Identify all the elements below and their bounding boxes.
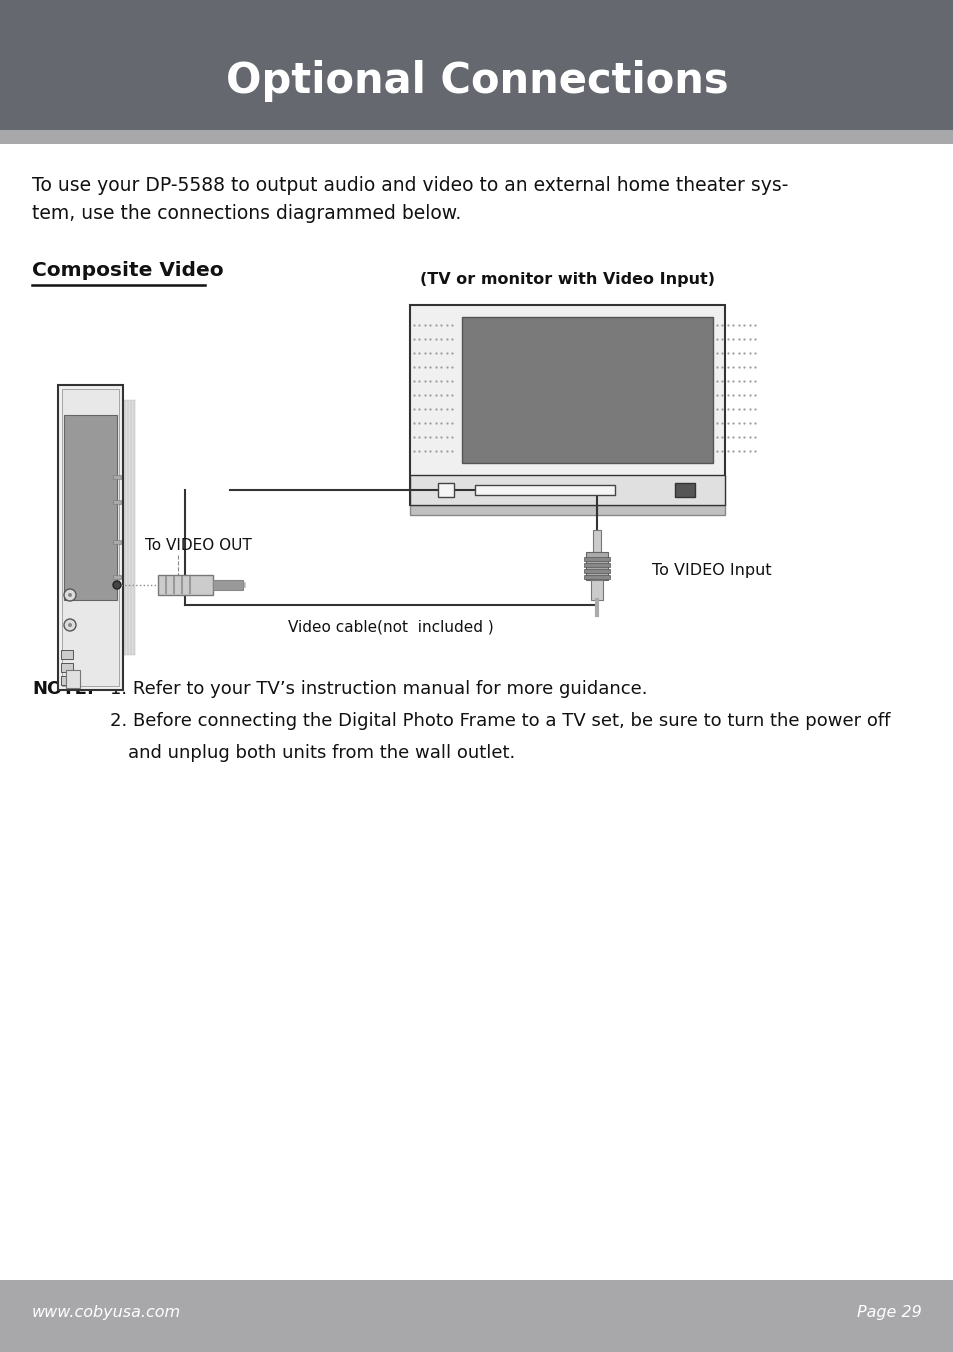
- Bar: [124, 400, 126, 654]
- Text: To VIDEO Input: To VIDEO Input: [651, 562, 771, 577]
- Bar: [61, 650, 73, 658]
- Bar: [61, 676, 73, 685]
- Bar: [121, 400, 123, 654]
- Text: To use your DP-5588 to output audio and video to an external home theater sys-: To use your DP-5588 to output audio and …: [32, 176, 787, 195]
- Bar: [0, 0, 953, 130]
- Bar: [62, 389, 119, 685]
- Bar: [475, 485, 615, 495]
- Bar: [112, 475, 121, 479]
- Bar: [410, 506, 724, 515]
- Bar: [158, 575, 213, 595]
- Text: Page 29: Page 29: [857, 1305, 921, 1320]
- Bar: [590, 580, 602, 600]
- Text: To VIDEO OUT: To VIDEO OUT: [145, 538, 251, 553]
- Bar: [127, 400, 129, 654]
- Bar: [61, 662, 73, 672]
- Bar: [0, 1280, 953, 1352]
- Bar: [66, 671, 80, 688]
- Bar: [130, 400, 132, 654]
- Bar: [118, 400, 120, 654]
- Circle shape: [68, 594, 71, 598]
- Bar: [583, 562, 609, 566]
- Bar: [593, 530, 600, 552]
- Text: Video cable(not  included ): Video cable(not included ): [288, 621, 494, 635]
- Bar: [583, 575, 609, 579]
- Bar: [213, 580, 243, 589]
- Text: 2. Before connecting the Digital Photo Frame to a TV set, be sure to turn the po: 2. Before connecting the Digital Photo F…: [110, 713, 889, 730]
- Circle shape: [68, 623, 71, 627]
- Bar: [461, 316, 712, 462]
- Circle shape: [64, 589, 76, 602]
- Text: www.cobyusa.com: www.cobyusa.com: [32, 1305, 181, 1320]
- Text: Composite Video: Composite Video: [32, 261, 223, 280]
- Bar: [437, 483, 454, 498]
- Bar: [675, 483, 695, 498]
- Bar: [583, 569, 609, 573]
- Text: 1. Refer to your TV’s instruction manual for more guidance.: 1. Refer to your TV’s instruction manual…: [110, 680, 647, 698]
- Text: NOTE:: NOTE:: [32, 680, 94, 698]
- Bar: [64, 415, 117, 600]
- Text: Optional Connections: Optional Connections: [226, 59, 727, 101]
- Text: tem, use the connections diagrammed below.: tem, use the connections diagrammed belo…: [32, 204, 460, 223]
- Bar: [112, 500, 121, 504]
- Bar: [112, 575, 121, 579]
- Bar: [585, 552, 607, 580]
- Bar: [112, 539, 121, 544]
- Bar: [58, 385, 123, 690]
- Circle shape: [112, 581, 121, 589]
- Bar: [410, 475, 724, 506]
- Bar: [410, 306, 724, 506]
- Bar: [583, 557, 609, 561]
- Circle shape: [64, 619, 76, 631]
- Bar: [0, 130, 953, 145]
- Text: and unplug both units from the wall outlet.: and unplug both units from the wall outl…: [128, 744, 515, 763]
- Bar: [132, 400, 135, 654]
- Text: (TV or monitor with Video Input): (TV or monitor with Video Input): [419, 272, 714, 287]
